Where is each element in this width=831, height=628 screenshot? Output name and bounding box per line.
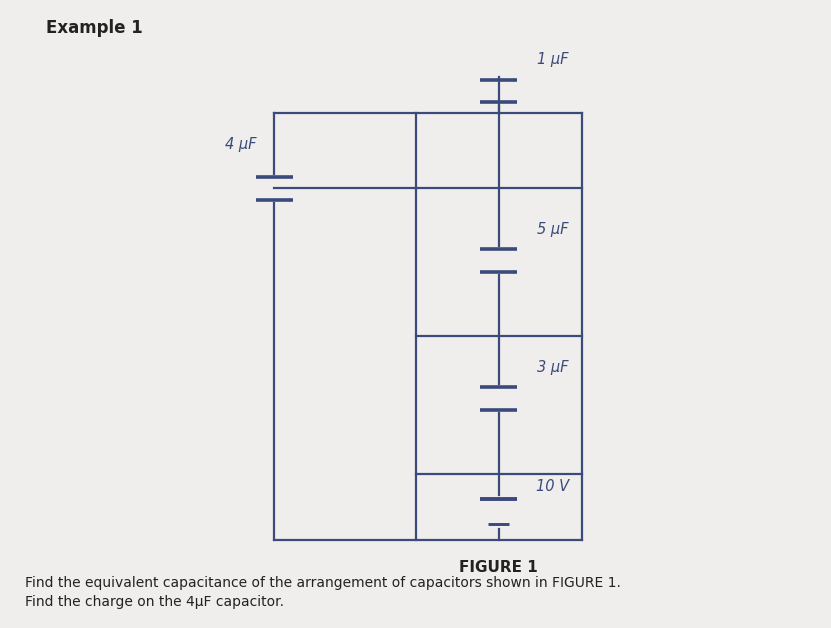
Text: 5 μF: 5 μF	[537, 222, 568, 237]
Text: Find the charge on the 4μF capacitor.: Find the charge on the 4μF capacitor.	[25, 595, 284, 609]
Text: FIGURE 1: FIGURE 1	[460, 560, 538, 575]
Text: 1 μF: 1 μF	[537, 52, 568, 67]
Text: 3 μF: 3 μF	[537, 360, 568, 375]
Text: Example 1: Example 1	[46, 19, 142, 37]
Text: 4 μF: 4 μF	[225, 137, 257, 152]
Text: 10 V: 10 V	[536, 479, 569, 494]
Text: Find the equivalent capacitance of the arrangement of capacitors shown in FIGURE: Find the equivalent capacitance of the a…	[25, 576, 621, 590]
